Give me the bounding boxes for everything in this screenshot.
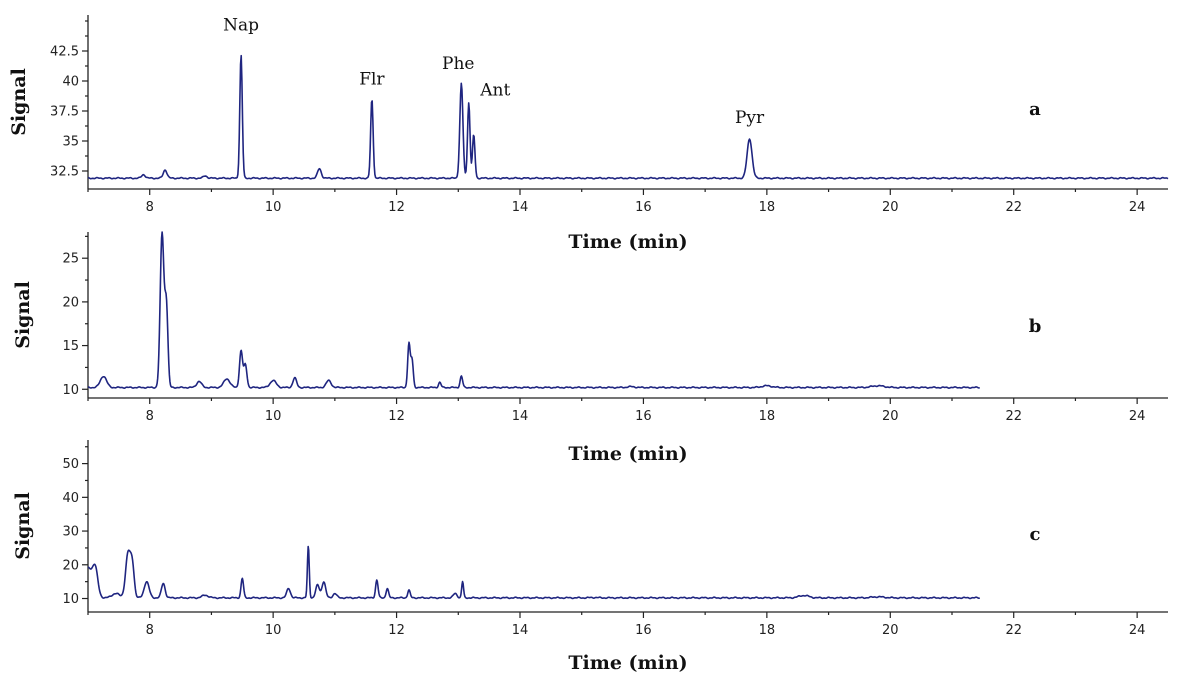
x-tick-label: 8 — [146, 623, 154, 638]
x-tick-label: 10 — [265, 623, 282, 638]
x-tick-label: 22 — [1005, 200, 1022, 215]
peak-label: Flr — [359, 70, 385, 90]
x-tick-label: 18 — [759, 200, 776, 215]
x-tick-label: 8 — [146, 409, 154, 424]
x-tick-label: 14 — [512, 200, 529, 215]
x-tick-label: 22 — [1005, 623, 1022, 638]
x-tick-label: 12 — [388, 200, 405, 215]
signal-trace — [87, 54, 1169, 180]
y-tick-label: 35 — [62, 135, 79, 150]
x-tick-label: 10 — [265, 200, 282, 215]
x-tick-label: 16 — [635, 409, 652, 424]
x-tick-label: 24 — [1129, 623, 1146, 638]
y-tick-label: 30 — [62, 525, 79, 540]
y-tick-label: 42.5 — [50, 45, 79, 60]
chromatogram-panel-a: 8 10 12 14 16 18 20 22 24 32.5 35 37.5 40 42.5 Time (m… — [8, 15, 1169, 253]
chromatogram-panel-b: 8 10 12 14 16 18 20 22 24 10 15 20 25 Time (min) Signa… — [12, 231, 1168, 465]
y-tick-label: 10 — [62, 592, 79, 607]
x-tick-label: 18 — [759, 409, 776, 424]
y-tick-label: 20 — [62, 295, 79, 310]
y-tick-label: 37.5 — [50, 105, 79, 120]
x-axis-title: Time (min) — [568, 443, 687, 465]
panel-label: b — [1029, 316, 1042, 337]
y-tick-label: 25 — [62, 252, 79, 267]
panel-label: a — [1029, 99, 1041, 120]
x-tick-label: 12 — [388, 409, 405, 424]
y-axis-title: Signal — [12, 281, 34, 349]
y-axis-title: Signal — [12, 492, 34, 560]
y-tick-label: 15 — [62, 339, 79, 354]
y-tick-label: 32.5 — [50, 165, 79, 180]
peak-label: Ant — [479, 80, 510, 100]
x-tick-label: 16 — [635, 623, 652, 638]
peak-label: Pyr — [735, 108, 765, 128]
panel-label: c — [1030, 524, 1041, 545]
x-tick-label: 20 — [882, 200, 899, 215]
peak-label: Nap — [223, 16, 259, 36]
peak-label: Phe — [442, 54, 474, 74]
x-tick-label: 14 — [512, 623, 529, 638]
x-axis-title: Time (min) — [568, 231, 687, 253]
x-tick-label: 20 — [882, 409, 899, 424]
y-tick-label: 40 — [62, 75, 79, 90]
y-tick-label: 40 — [62, 491, 79, 506]
x-tick-label: 18 — [759, 623, 776, 638]
x-tick-label: 16 — [635, 200, 652, 215]
chromatogram-panel-c: 8 10 12 14 16 18 20 22 24 10 20 30 40 50 Time (min) Sig… — [12, 440, 1168, 674]
x-tick-label: 14 — [512, 409, 529, 424]
x-tick-label: 12 — [388, 623, 405, 638]
x-tick-label: 24 — [1129, 200, 1146, 215]
x-tick-label: 10 — [265, 409, 282, 424]
y-tick-label: 10 — [62, 383, 79, 398]
x-axis-title: Time (min) — [568, 652, 687, 674]
x-tick-label: 8 — [146, 200, 154, 215]
signal-trace — [87, 545, 981, 600]
x-tick-label: 24 — [1129, 409, 1146, 424]
y-tick-label: 50 — [62, 457, 79, 472]
x-tick-label: 20 — [882, 623, 899, 638]
y-axis-title: Signal — [8, 68, 30, 136]
x-tick-label: 22 — [1005, 409, 1022, 424]
y-tick-label: 20 — [62, 558, 79, 573]
signal-trace — [87, 231, 981, 389]
